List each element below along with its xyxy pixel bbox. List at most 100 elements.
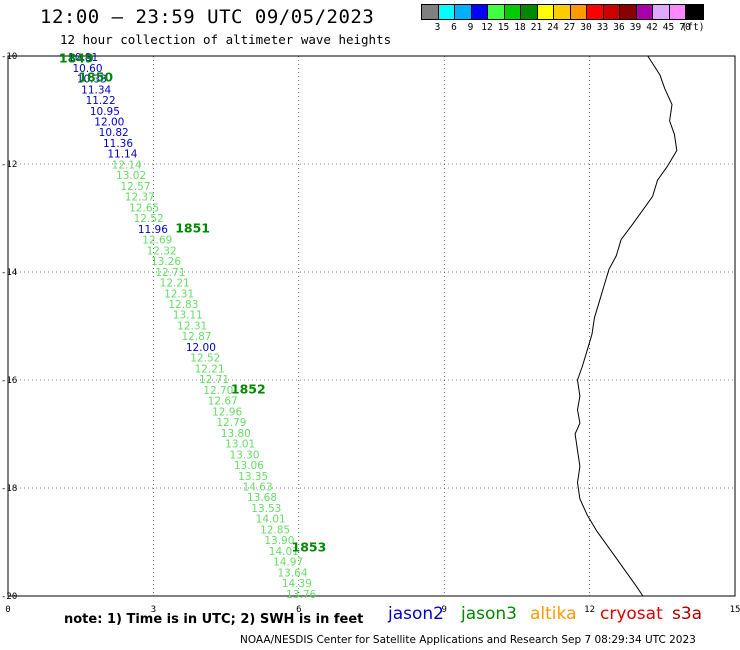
- legend-swatch: [471, 5, 488, 19]
- wave-height-label: 13.02: [116, 170, 146, 182]
- wave-height-label: 13.35: [238, 471, 268, 483]
- wave-height-label: 12.71: [155, 267, 185, 279]
- wave-height-label: 12.31: [164, 288, 194, 300]
- legend-swatch: [669, 5, 686, 19]
- wave-height-label: 13.06: [234, 460, 264, 472]
- wave-height-label: 12.71: [199, 374, 229, 386]
- pass-number-label: 1852: [231, 382, 266, 397]
- legend-swatch: [686, 5, 703, 19]
- satellite-label-jason2: jason2: [388, 604, 444, 624]
- wave-height-label: 13.80: [221, 428, 251, 440]
- wave-height-label: 12.83: [168, 299, 198, 311]
- x-tick-label: 6: [296, 605, 301, 615]
- legend-swatch: [422, 5, 439, 19]
- legend-label: 27: [563, 22, 576, 33]
- legend-swatch: [570, 5, 587, 19]
- wave-height-label: 11.34: [81, 84, 111, 96]
- legend-label: 18: [514, 22, 526, 33]
- wave-height-label: 14.01: [256, 514, 286, 526]
- wave-height-label: 12.67: [208, 396, 238, 408]
- wave-height-label: 12.85: [260, 524, 290, 536]
- legend-label: 21: [530, 22, 543, 33]
- color-legend: 3 6 9 12 15 18 21 24 27 30 33 36 39 42 45 70 (ft): [421, 4, 704, 34]
- wave-height-label: 12.65: [129, 202, 159, 214]
- legend-label: 3: [434, 22, 441, 33]
- chart-subtitle: 12 hour collection of altimeter wave hei…: [60, 32, 392, 47]
- wave-height-label: 13.01: [225, 439, 255, 451]
- x-tick-label: 12: [584, 605, 595, 615]
- legend-unit: (ft): [681, 22, 705, 33]
- wave-height-label: 12.37: [125, 192, 155, 204]
- legend-labels: 3 6 9 12 15 18 21 24 27 30 33 36 39 42 45 70 (ft): [421, 20, 705, 34]
- wave-height-label: 12.87: [181, 331, 211, 343]
- legend-swatch: [438, 5, 455, 19]
- chart-title: 12:00 — 23:59 UTC 09/05/2023: [40, 6, 375, 28]
- legend-swatch: [488, 5, 505, 19]
- legend-label: 24: [547, 22, 559, 33]
- satellite-label-altika: altika: [530, 604, 577, 624]
- x-tick-label: 9: [441, 605, 446, 615]
- wave-height-label: 12.96: [212, 406, 242, 418]
- legend-swatch: [521, 5, 538, 19]
- legend-label: 6: [451, 22, 457, 33]
- legend-label: 12: [481, 22, 493, 33]
- wave-height-label: 10.95: [90, 106, 120, 118]
- credit-line: NOAA/NESDIS Center for Satellite Applica…: [240, 634, 696, 646]
- legend-label: 30: [580, 22, 592, 33]
- pass-number-label: 1849: [59, 51, 94, 66]
- legend-label: 36: [613, 22, 625, 33]
- x-tick-label: 15: [730, 605, 740, 615]
- legend-label: 33: [596, 22, 609, 33]
- wave-height-label: 13.64: [277, 567, 307, 579]
- wave-height-label: 12.00: [94, 117, 124, 129]
- wave-height-label: 14.63: [243, 482, 273, 494]
- x-tick-label: 3: [151, 605, 156, 615]
- y-tick-label: -10: [1, 52, 17, 62]
- wave-height-label: 10.81: [68, 52, 98, 64]
- legend-swatch: [620, 5, 637, 19]
- coastline: [574, 55, 678, 597]
- legend-label: 39: [629, 22, 642, 33]
- wave-height-label: 12.14: [112, 159, 142, 171]
- legend-swatch: [537, 5, 554, 19]
- legend-swatch: [653, 5, 670, 19]
- wave-height-label: 10.60: [72, 63, 102, 75]
- legend-label: 70: [679, 22, 691, 33]
- wave-height-label: 14.01: [269, 546, 299, 558]
- y-tick-label: -20: [1, 592, 17, 602]
- wave-height-label: 11.36: [103, 138, 133, 150]
- wave-height-label: 11.14: [107, 149, 137, 161]
- legend-label: 45: [662, 22, 675, 33]
- wave-height-label: 12.31: [177, 321, 207, 333]
- legend-label: 15: [497, 22, 510, 33]
- wave-height-label: 14.97: [273, 557, 303, 569]
- units-note: note: 1) Time is in UTC; 2) SWH is in fe…: [64, 612, 364, 627]
- wave-height-label: 12.79: [216, 417, 246, 429]
- map-frame: [7, 55, 736, 597]
- wave-height-label: 12.21: [160, 278, 190, 290]
- wave-height-label: 12.52: [134, 213, 164, 225]
- wave-height-label: 13.26: [151, 256, 181, 268]
- wave-height-label: 13.11: [173, 310, 203, 322]
- legend-swatch: [587, 5, 604, 19]
- satellite-label-s3a: s3a: [672, 604, 703, 624]
- y-tick-label: -16: [1, 376, 17, 386]
- wave-height-label: 12.70: [203, 385, 233, 397]
- wave-height-label: 11.22: [86, 95, 116, 107]
- legend-swatch: [603, 5, 620, 19]
- wave-height-label: 12.32: [147, 245, 177, 257]
- wave-height-label: 10.33: [77, 74, 107, 86]
- wave-height-label: 10.82: [99, 127, 129, 139]
- pass-number-label: 1850: [78, 70, 113, 85]
- x-tick-label: 0: [5, 605, 10, 615]
- wave-height-label: 11.96: [138, 224, 168, 236]
- y-tick-label: -18: [1, 484, 17, 494]
- wave-height-label: 13.90: [264, 535, 294, 547]
- wave-height-label: 13.30: [229, 449, 259, 461]
- wave-height-label: 14.39: [282, 578, 312, 590]
- wave-height-label: 13.76: [286, 589, 316, 601]
- legend-swatch: [504, 5, 521, 19]
- wave-height-label: 12.52: [190, 353, 220, 365]
- wave-height-label: 12.21: [195, 363, 225, 375]
